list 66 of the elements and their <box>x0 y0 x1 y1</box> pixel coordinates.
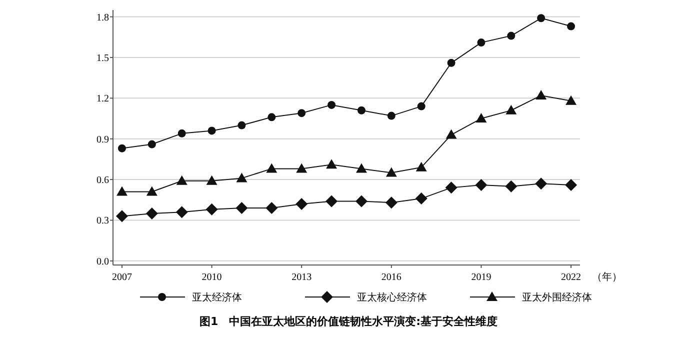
point <box>535 178 548 190</box>
point <box>477 38 486 47</box>
x-tick-label: 2007 <box>112 272 132 283</box>
point <box>268 113 276 122</box>
point <box>178 129 186 138</box>
point <box>326 195 338 208</box>
point <box>116 186 128 196</box>
point <box>505 180 518 192</box>
point <box>296 198 308 210</box>
point <box>298 109 306 118</box>
x-tick-label: 2022 <box>561 272 582 283</box>
point <box>328 100 336 109</box>
point <box>447 58 456 67</box>
point <box>415 192 428 205</box>
point <box>446 129 457 139</box>
point <box>445 182 458 194</box>
x-axis-title: （年） <box>592 271 622 283</box>
point <box>148 140 156 148</box>
point <box>236 202 248 214</box>
text: 图1 中国在亚太地区的价值链韧性水平演变:基于安全性维度 <box>199 315 498 328</box>
point <box>208 126 216 135</box>
y-tick-label: 0.3 <box>96 216 109 227</box>
x-tick-label: 2010 <box>202 272 222 283</box>
point <box>356 163 367 173</box>
point <box>507 32 516 40</box>
point <box>146 207 158 220</box>
point <box>326 159 338 169</box>
point <box>387 112 396 120</box>
y-tick-label: 0.0 <box>96 256 109 268</box>
point <box>118 144 126 152</box>
point <box>266 202 278 214</box>
y-tick-label: 1.8 <box>96 12 109 24</box>
point <box>567 22 576 30</box>
point <box>475 178 488 191</box>
point <box>176 206 188 218</box>
point <box>116 210 128 222</box>
y-tick-label: 0.6 <box>96 175 109 186</box>
point <box>386 167 397 177</box>
point <box>296 163 308 173</box>
point <box>146 186 158 196</box>
legend-label: 亚太经济体 <box>192 292 242 304</box>
y-tick-label: 0.9 <box>96 134 109 146</box>
point <box>238 121 246 130</box>
point <box>206 175 218 185</box>
x-tick-label: 2016 <box>381 272 402 283</box>
point <box>355 195 368 208</box>
point <box>357 106 366 114</box>
point <box>476 113 487 123</box>
point <box>536 90 547 100</box>
point <box>506 104 517 114</box>
x-tick-label: 2013 <box>292 272 312 283</box>
point <box>176 175 188 185</box>
y-tick-label: 1.5 <box>96 52 109 64</box>
point <box>236 172 248 182</box>
point <box>416 162 427 172</box>
legend-label: 亚太核心经济体 <box>357 292 427 304</box>
point <box>266 163 278 173</box>
point <box>566 95 577 105</box>
point <box>385 196 398 209</box>
point <box>417 102 426 110</box>
point <box>206 203 218 216</box>
y-tick-label: 1.2 <box>96 94 109 105</box>
x-tick-label: 2019 <box>471 272 492 283</box>
legend-label: 亚太外围经济体 <box>522 292 592 304</box>
point <box>565 178 578 191</box>
point <box>537 14 546 22</box>
